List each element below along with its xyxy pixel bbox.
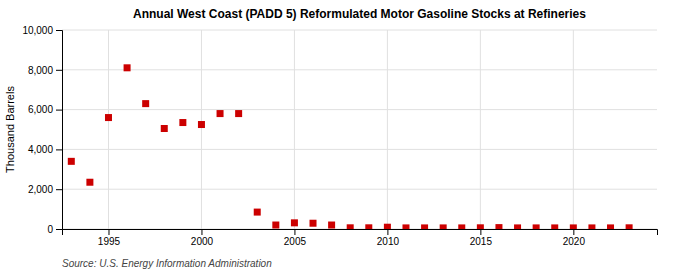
- x-tick-label: 2020: [563, 236, 586, 247]
- point: [477, 224, 484, 229]
- title: Annual West Coast (PADD 5) Reformulated …: [133, 7, 586, 21]
- grid-line-y: [62, 109, 657, 110]
- point: [68, 158, 75, 165]
- grid-line-x: [201, 30, 202, 229]
- marks: [68, 64, 633, 229]
- x-tick: 2015: [470, 229, 493, 247]
- x-axis: 1995 2000 2005 2010 2015 2020: [63, 229, 658, 247]
- x-tick-label: 1995: [98, 236, 121, 247]
- y-tick: 4,000: [28, 144, 62, 155]
- point: [458, 224, 465, 229]
- x-tick-mark: [387, 229, 388, 235]
- point: [105, 114, 112, 121]
- y-tick-mark: [56, 189, 62, 190]
- grid-line-y: [62, 149, 657, 150]
- point: [347, 224, 354, 229]
- y-tick-mark: [56, 70, 62, 71]
- annotation: Source: U.S. Energy Information Administ…: [62, 258, 272, 269]
- y-tick: 10,000: [22, 25, 62, 36]
- y-tick-mark: [56, 149, 62, 150]
- grid: [62, 30, 657, 229]
- y-tick-label: 4,000: [28, 144, 53, 155]
- point: [179, 119, 186, 126]
- point: [421, 224, 428, 229]
- y-tick: 8,000: [28, 65, 62, 76]
- y-tick-mark: [56, 30, 62, 31]
- point: [254, 209, 261, 216]
- point: [86, 179, 93, 186]
- point: [570, 224, 577, 229]
- y-tick: 6,000: [28, 104, 62, 115]
- point: [310, 220, 317, 227]
- y-tick-label: 10,000: [22, 25, 53, 36]
- point: [272, 222, 279, 229]
- chart-svg: 1995 2000 2005 2010 2015 2020 0 2,000 4,000 6,000…: [0, 0, 675, 275]
- chart-container: 1995 2000 2005 2010 2015 2020 0 2,000 4,000 6,000…: [0, 0, 675, 275]
- point: [198, 121, 205, 128]
- x-tick-label: 2010: [377, 236, 400, 247]
- point: [235, 110, 242, 117]
- grid-line-y: [62, 30, 657, 31]
- point: [142, 100, 149, 107]
- point: [607, 224, 614, 229]
- x-tick: 2005: [284, 229, 307, 247]
- y-tick: 2,000: [28, 184, 62, 195]
- y-tick-label: 2,000: [28, 184, 53, 195]
- grid-line-x: [294, 30, 295, 229]
- x-tick: 2020: [563, 229, 586, 247]
- grid-line-x: [108, 30, 109, 229]
- grid-line-y: [62, 69, 657, 70]
- point: [217, 110, 224, 117]
- y-tick-mark: [56, 229, 62, 230]
- y-tick: 0: [47, 224, 62, 235]
- point: [533, 224, 540, 229]
- y-tick-label: 8,000: [28, 65, 53, 76]
- point: [588, 224, 595, 229]
- plot-area: 1995 2000 2005 2010 2015 2020 0 2,000 4,000 6,000…: [22, 25, 657, 247]
- point: [161, 125, 168, 132]
- x-tick: 2000: [191, 229, 214, 247]
- x-tick-mark: [108, 229, 109, 235]
- x-tick-mark: [201, 229, 202, 235]
- x-tick-label: 2000: [191, 236, 214, 247]
- y-tick-mark: [56, 110, 62, 111]
- grid-line-x: [480, 30, 481, 229]
- x-tick-label: 2005: [284, 236, 307, 247]
- point: [384, 224, 391, 229]
- x-axis-line: [63, 230, 658, 236]
- grid-line-x: [387, 30, 388, 229]
- y-tick-label: 0: [47, 224, 53, 235]
- point: [365, 224, 372, 229]
- x-tick-mark: [480, 229, 481, 235]
- point: [328, 222, 335, 229]
- point: [124, 64, 131, 71]
- y-axis: 0 2,000 4,000 6,000 8,000 10,000: [22, 25, 62, 235]
- x-tick: 2010: [377, 229, 400, 247]
- x-tick-mark: [294, 229, 295, 235]
- y-tick-label: 6,000: [28, 104, 53, 115]
- point: [291, 219, 298, 226]
- grid-line-x: [573, 30, 574, 229]
- grid-line-y: [62, 189, 657, 190]
- point: [440, 224, 447, 229]
- y-axis-line: [56, 31, 63, 230]
- x-tick-mark: [573, 229, 574, 235]
- x-tick-label: 2015: [470, 236, 493, 247]
- point: [495, 224, 502, 229]
- y-axis-label: Thousand Barrels: [4, 86, 16, 173]
- point: [626, 224, 633, 229]
- x-tick: 1995: [98, 229, 121, 247]
- point: [402, 224, 409, 229]
- point: [514, 224, 521, 229]
- point: [551, 224, 558, 229]
